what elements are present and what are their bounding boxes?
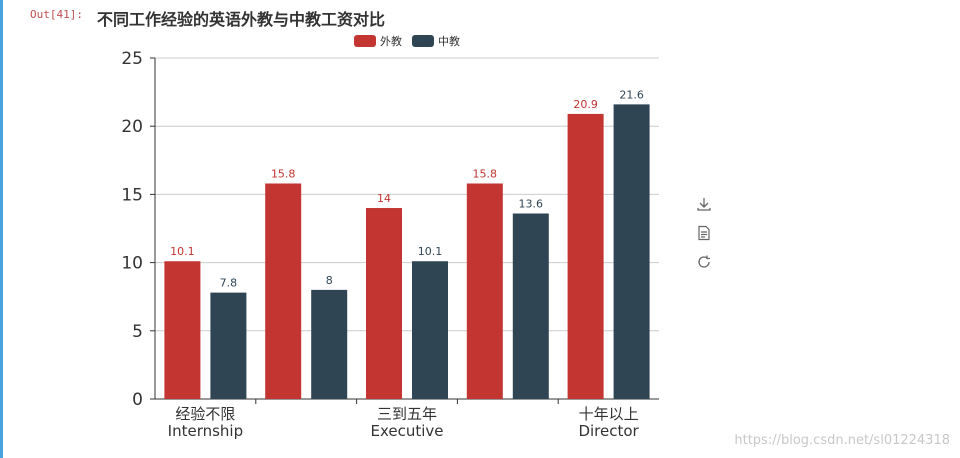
- output-prompt: Out[41]:: [30, 8, 83, 21]
- bar-value-label: 15.8: [271, 167, 296, 180]
- data-view-icon[interactable]: [696, 225, 712, 241]
- bar: [164, 261, 201, 399]
- bar: [366, 208, 402, 399]
- y-tick-label: 25: [121, 49, 143, 69]
- legend-swatch: [412, 35, 434, 47]
- y-tick-label: 0: [132, 390, 143, 410]
- restore-icon[interactable]: [696, 254, 712, 270]
- x-tick-label: 十年以上: [579, 405, 639, 423]
- bar: [466, 183, 503, 399]
- bar-value-label: 13.6: [519, 197, 544, 210]
- save-as-image-icon[interactable]: [696, 196, 712, 212]
- y-tick-label: 15: [121, 185, 143, 205]
- x-tick-label: Internship: [168, 422, 243, 440]
- bar: [613, 104, 650, 399]
- y-tick-label: 5: [132, 322, 143, 342]
- bar: [210, 292, 247, 399]
- bar-value-label: 10.1: [418, 245, 443, 258]
- x-tick-label: Executive: [370, 422, 443, 440]
- bar: [512, 213, 549, 399]
- chart-title: 不同工作经验的英语外教与中教工资对比: [97, 10, 386, 29]
- bar-value-label: 15.8: [473, 167, 498, 180]
- x-tick-label: 三到五年: [377, 405, 437, 423]
- bars: [164, 104, 650, 399]
- bar: [412, 261, 448, 399]
- toolbox: [696, 196, 714, 283]
- bar-value-label: 8: [326, 274, 333, 287]
- bar-value-label: 7.8: [220, 277, 238, 290]
- bar: [311, 289, 348, 399]
- legend-label: 中教: [438, 35, 460, 48]
- bar-value-label: 21.6: [619, 88, 644, 101]
- cell-output-indicator: [0, 0, 3, 458]
- legend-swatch: [354, 35, 376, 47]
- bar-value-label: 10.1: [170, 245, 195, 258]
- y-tick-label: 10: [121, 254, 143, 274]
- x-tick-label: Director: [578, 422, 639, 440]
- x-tick-label: 经验不限: [175, 405, 235, 423]
- data-labels: 10.1 15.8 14 15.8 20.9 7.8 8 10.1 13.6 21.6: [170, 88, 644, 289]
- bar-value-label: 14: [377, 192, 391, 205]
- y-axis: 0 5 10 15 20 25: [121, 49, 156, 410]
- watermark: https://blog.csdn.net/sl01224318: [734, 433, 950, 448]
- legend-label: 外教: [380, 35, 402, 48]
- legend: 外教 中教: [354, 35, 460, 48]
- bar-value-label: 20.9: [573, 98, 598, 111]
- bar: [567, 113, 604, 399]
- bar: [265, 183, 302, 399]
- y-tick-label: 20: [121, 117, 143, 137]
